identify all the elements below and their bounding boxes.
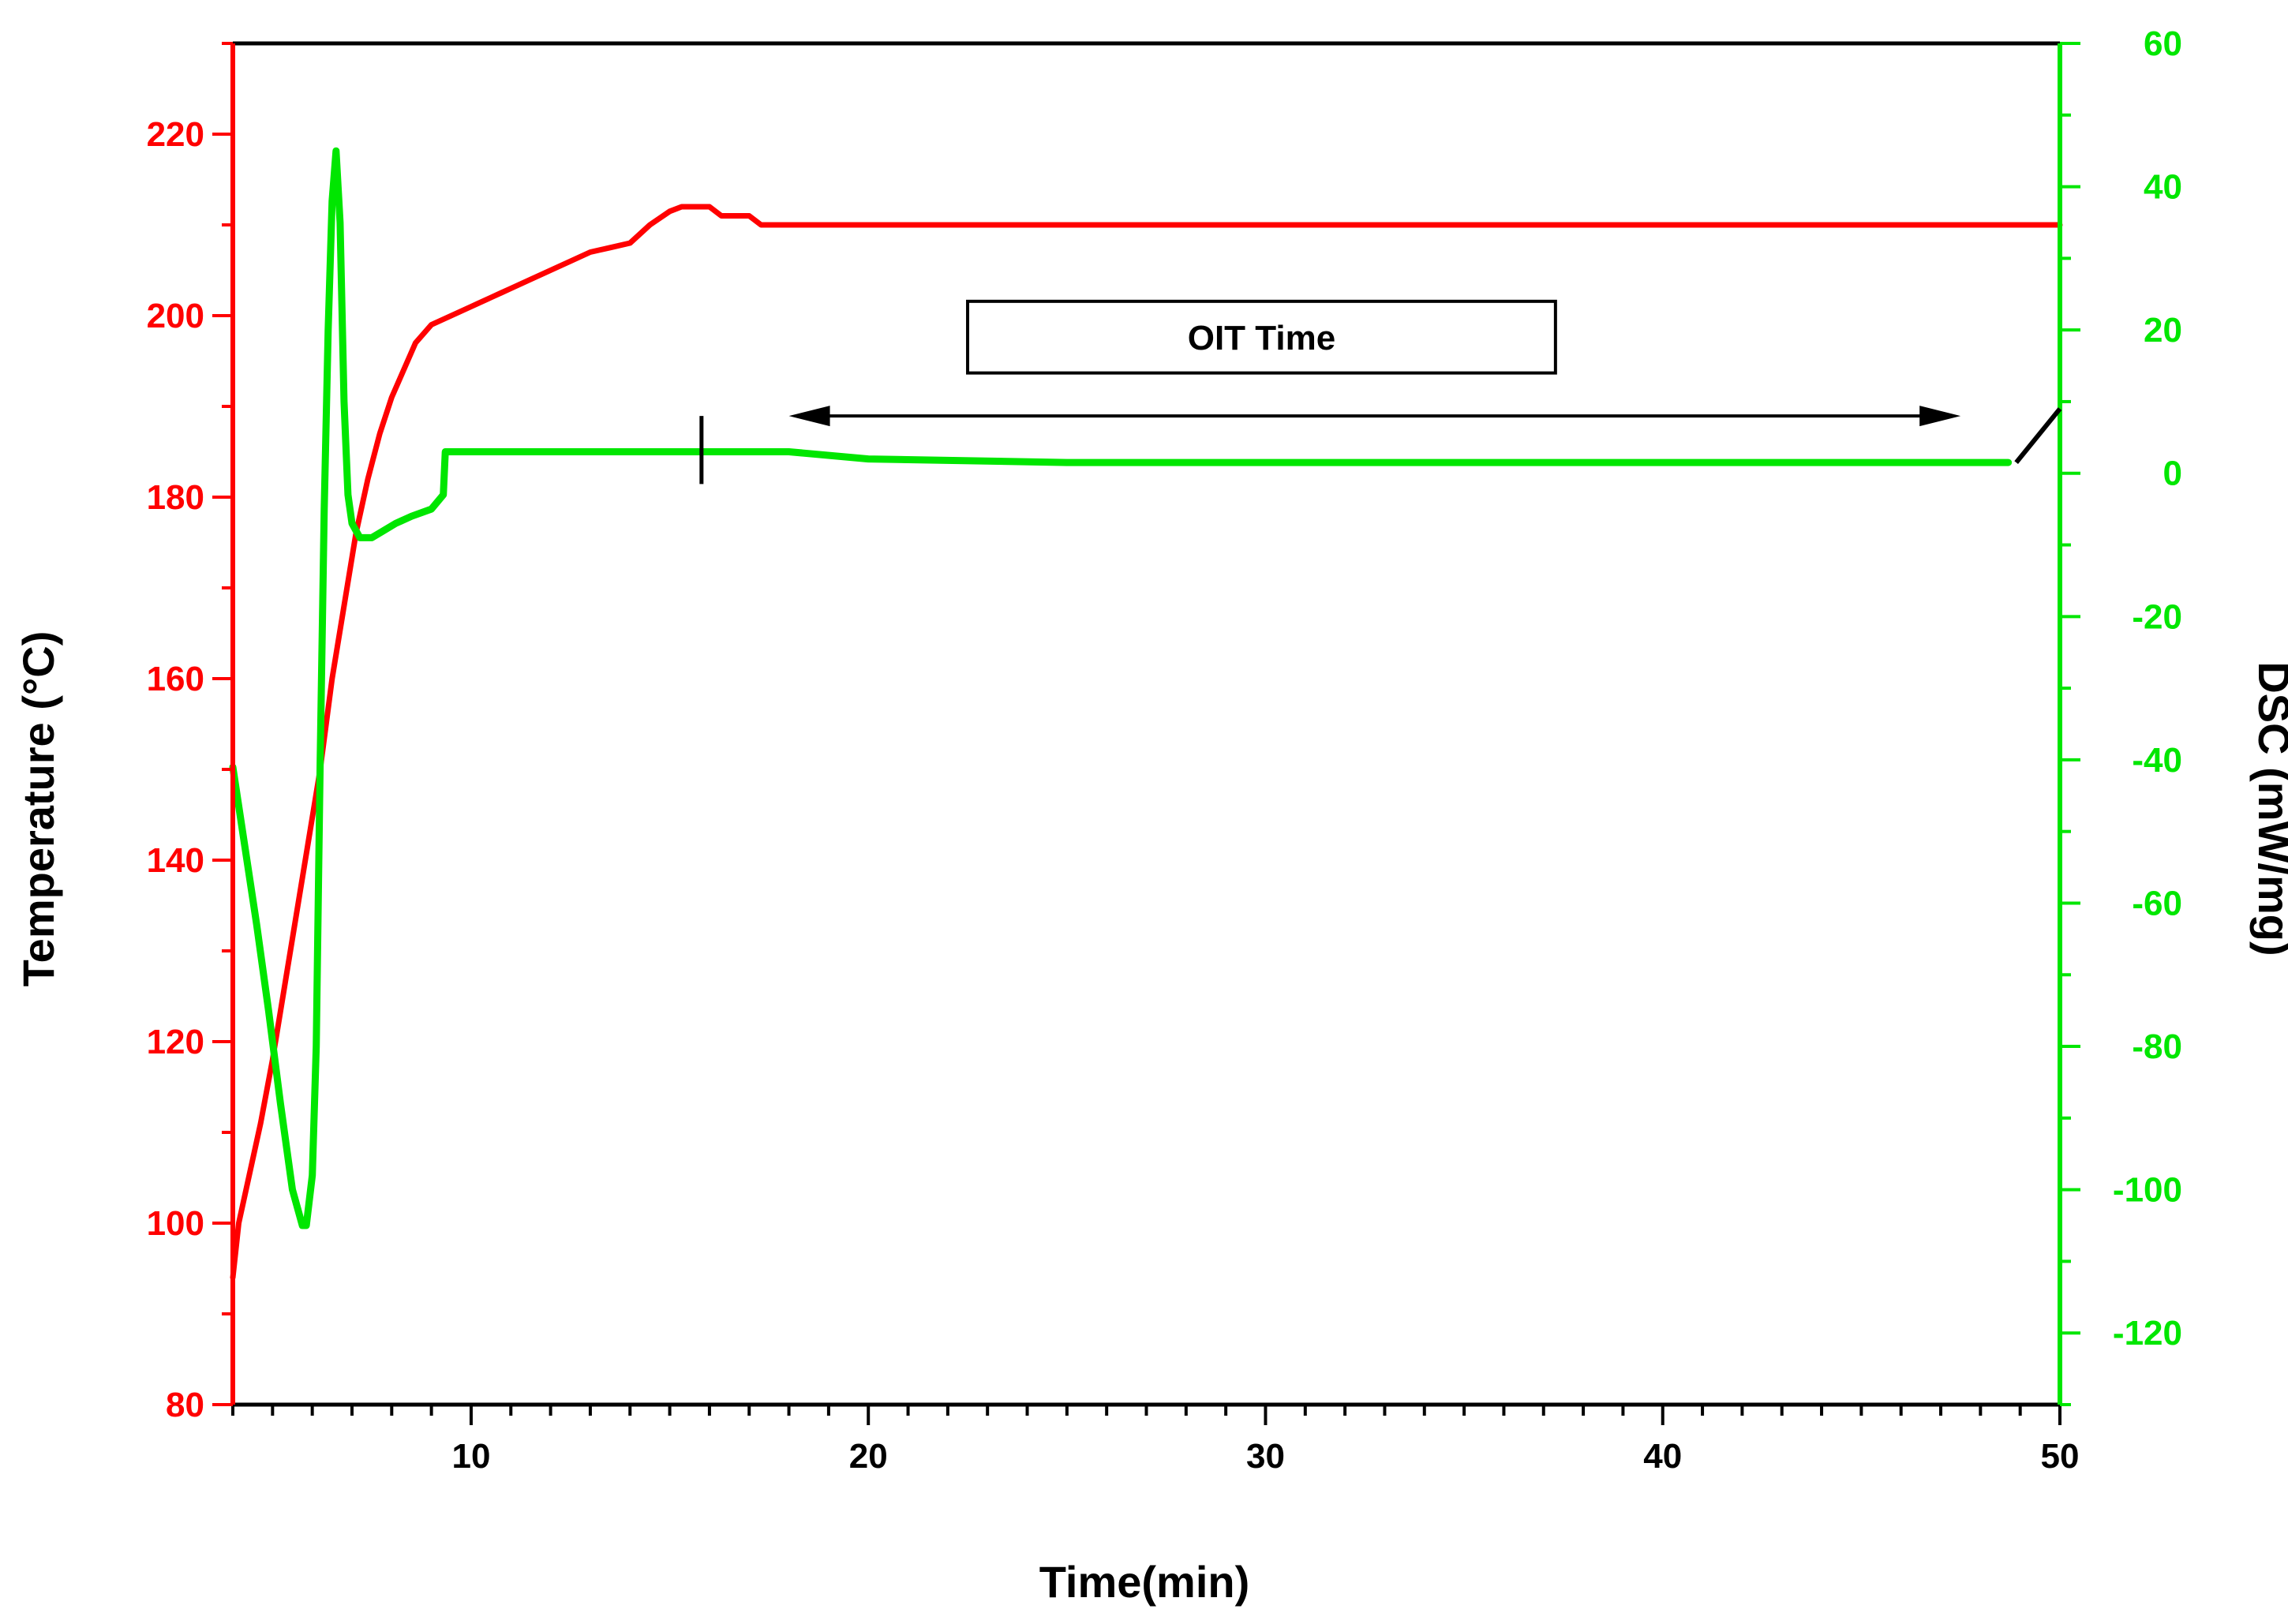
y-right-tick-label: -60 [2132,884,2182,922]
y-right-tick-label: 20 [2144,311,2182,350]
dsc-series-line [229,147,2013,1229]
y-left-tick-label: 200 [147,297,204,335]
y-left-tick-label: 140 [147,841,204,880]
y-right-tick-label: -100 [2113,1171,2182,1210]
oit-label-box [966,299,1557,375]
y-right-tick-label: -40 [2132,741,2182,780]
y-right-tick-label: 0 [2163,455,2182,493]
oit-label-text: OIT Time [1188,319,1335,357]
y-left-tick-label: 100 [147,1204,204,1243]
y-right-tick-label: -120 [2113,1314,2182,1353]
plot-frame [230,41,2062,1407]
y-left-tick-label: 160 [147,660,204,698]
y-right-tick-label: -20 [2132,597,2182,636]
x-tick-label: 50 [2041,1437,2080,1476]
y-left-axis-title: Temperature (°C) [13,631,63,987]
series-layer [229,147,2063,1281]
axis-ticks: 10 20 30 40 50801001201401601802002206040200… [147,24,2182,1476]
y-left-tick-label: 180 [147,478,204,517]
x-tick-label: 30 [1246,1437,1285,1476]
y-right-tick-label: -80 [2132,1027,2182,1066]
y-right-tick-label: 40 [2144,168,2182,207]
oit-arrow-head-left [788,406,830,427]
oit-end-tangent [2014,407,2062,465]
temperature-series-line [230,204,2063,1281]
y-left-tick-label: 120 [147,1023,204,1061]
x-tick-label: 40 [1643,1437,1682,1476]
y-right-axis-title: DSC (mW/mg) [2249,661,2288,956]
y-left-tick-label: 80 [166,1386,204,1424]
x-tick-label: 10 [451,1437,490,1476]
x-tick-label: 20 [849,1437,888,1476]
oit-arrow-head-right [1919,406,1961,427]
y-left-tick-label: 220 [147,115,204,154]
y-right-tick-label: 60 [2144,24,2182,63]
annotations: OIT Time [699,299,2062,485]
x-axis-title: Time(min) [1039,1557,1250,1607]
